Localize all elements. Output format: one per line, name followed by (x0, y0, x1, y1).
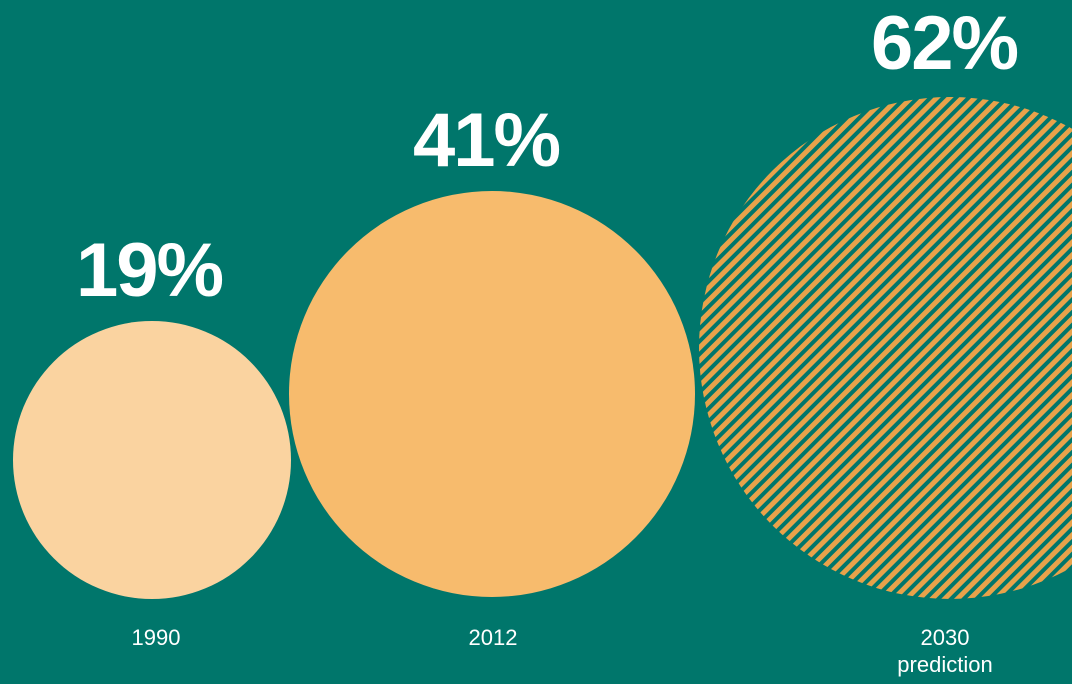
year-label-2030: 2030 (921, 625, 970, 650)
year-label-2012: 2012 (469, 625, 518, 650)
bubble-1990 (13, 321, 291, 599)
bubble-group-2030: 62% 2030 prediction (699, 1, 1072, 677)
value-label-2012: 41% (413, 98, 560, 183)
bubble-2012 (289, 191, 695, 597)
year-label-1990: 1990 (132, 625, 181, 650)
value-label-2030: 62% (871, 1, 1018, 86)
bubble-group-1990: 19% 1990 (13, 228, 291, 650)
value-label-1990: 19% (76, 228, 223, 313)
prediction-label-2030: prediction (897, 652, 992, 677)
bubble-2030-prediction (699, 97, 1072, 599)
bubble-group-2012: 41% 2012 (289, 98, 695, 650)
